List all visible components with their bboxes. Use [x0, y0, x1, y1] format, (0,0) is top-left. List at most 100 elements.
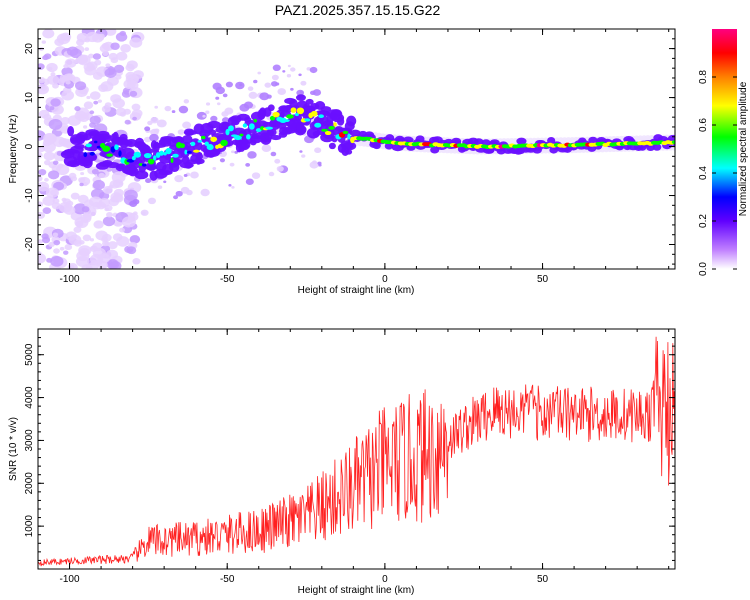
- spectrogram-noise-blob: [272, 64, 281, 72]
- spectrogram-ridge-core: [114, 144, 119, 151]
- spectrogram-noise-blob: [277, 88, 287, 95]
- spectrogram-ridge-core: [347, 133, 351, 140]
- spectrogram-ridge-blob: [336, 117, 345, 126]
- spectrogram-noise-blob: [50, 72, 56, 77]
- spectrogram-ridge-blob: [268, 128, 277, 137]
- spectrogram-noise-blob: [38, 239, 44, 244]
- colorbar-tick-label: 0.2: [698, 214, 709, 228]
- spectrogram-noise-blob: [66, 200, 74, 207]
- snr-y-tick-label: 2000: [24, 472, 35, 495]
- spectrogram-noise-blob: [126, 246, 137, 255]
- spectrogram-ridge-core: [310, 110, 318, 117]
- spectrogram-noise-blob: [70, 192, 80, 200]
- spectrogram-noise-blob: [104, 207, 110, 212]
- spectrogram-noise-blob: [114, 222, 119, 226]
- spectrogram-noise-blob: [131, 103, 141, 111]
- spectrogram-noise-blob: [94, 59, 102, 66]
- spectrogram-noise-blob: [222, 93, 228, 98]
- spectrogram-ridge-core: [242, 123, 248, 128]
- snr-x-axis-label: Height of straight line (km): [298, 585, 415, 596]
- spectrogram-ridge-blob: [102, 135, 112, 143]
- spectrogram-noise-blob: [42, 55, 49, 61]
- colorbar-gradient: [712, 29, 737, 269]
- spectrogram-noise-blob: [74, 216, 89, 229]
- spectrogram-ridge-core: [283, 119, 290, 123]
- spectrogram-noise-blob: [106, 167, 113, 172]
- spectrogram-noise-blob: [124, 189, 138, 201]
- spectrogram-ridge-core: [296, 107, 305, 115]
- spectrogram-noise-blob: [225, 81, 233, 88]
- spectrogram-noise-blob: [257, 71, 261, 75]
- spectrogram-ridge-core: [143, 153, 152, 159]
- spectrogram-noise-blob: [101, 105, 111, 113]
- spectrogram-y-tick-label: 0: [24, 143, 35, 149]
- spectrogram-noise-blob: [102, 216, 116, 227]
- spectrogram-noise-blob: [247, 86, 254, 91]
- spectrogram-ridge-core: [138, 163, 143, 166]
- spectrogram-noise-blob: [89, 110, 95, 115]
- spectrogram-noise-blob: [147, 197, 157, 205]
- spectrogram-ridge-blob: [305, 98, 314, 105]
- spectrogram-noise-blob: [79, 247, 90, 257]
- spectrogram-ridge-blob: [67, 125, 75, 137]
- spectrogram-ridge-core: [155, 152, 161, 158]
- spectrogram-noise-blob: [129, 90, 138, 97]
- spectrogram-noise-blob: [229, 162, 235, 167]
- spectrogram-y-tick-label: 10: [24, 92, 35, 104]
- spectrogram-ridge-core: [126, 158, 135, 163]
- spectrogram-noise-blob: [234, 150, 238, 154]
- spectrogram-noise-blob: [107, 76, 119, 86]
- spectrogram-ridge-blob: [588, 136, 598, 144]
- spectrogram-noise-blob: [314, 147, 322, 154]
- spectrogram-noise-blob: [79, 182, 84, 187]
- spectrogram-noise-blob: [90, 188, 105, 200]
- spectrogram-noise-blob: [64, 244, 73, 251]
- spectrogram-ridge-blob: [195, 158, 205, 165]
- spectrogram-ridge-core: [248, 123, 255, 130]
- spectrogram-ridge-core: [85, 143, 92, 148]
- spectrogram-noise-blob: [38, 181, 50, 192]
- spectrogram-noise-blob: [132, 211, 138, 216]
- spectrogram-ridge-core: [321, 128, 329, 132]
- spectrogram-noise-blob: [42, 29, 55, 39]
- spectrogram-ridge-core: [159, 150, 164, 156]
- spectrogram-noise-blob: [42, 195, 55, 206]
- spectrogram-noise-blob: [129, 200, 138, 207]
- spectrogram-ridge-core: [333, 122, 337, 127]
- spectrogram-noise-blob: [77, 54, 91, 66]
- spectrogram-noise-blob: [216, 102, 221, 106]
- spectrogram-noise-blob: [253, 79, 258, 84]
- spectrogram-ridge-core: [318, 114, 324, 118]
- spectrogram-noise-blob: [93, 100, 99, 105]
- spectrogram-noise-blob: [182, 121, 192, 129]
- spectrogram-noise-blob: [47, 75, 60, 85]
- spectrogram-noise-blob: [264, 82, 272, 88]
- spectrogram-ridge-core: [206, 144, 214, 151]
- spectrogram-x-axis-label: Height of straight line (km): [298, 285, 415, 296]
- spectrogram-noise-blob: [101, 236, 109, 243]
- spectrogram-y-tick-label: 20: [24, 43, 35, 55]
- spectrogram-noise-blob: [300, 80, 307, 86]
- spectrogram-noise-blob: [89, 91, 101, 100]
- spectrogram-ridge-blob: [489, 139, 500, 147]
- spectrogram-noise-blob: [61, 90, 75, 101]
- snr-panel: -100 -50 0 50 1000 2000 3000 4000 5000 Height of…: [8, 328, 676, 596]
- colorbar-tick-label: 0.4: [698, 166, 709, 180]
- spectrogram-ridge-blob: [134, 170, 149, 180]
- spectrogram-noise-blob: [69, 264, 75, 269]
- spectrogram-noise-blob: [115, 32, 128, 42]
- spectrogram-noise-blob: [200, 188, 210, 197]
- spectrogram-noise-blob: [271, 74, 279, 81]
- spectrogram-ridge-core: [671, 140, 675, 145]
- spectrogram-y-tick-label: -20: [24, 237, 35, 252]
- spectrogram-ridge-blob: [169, 163, 180, 173]
- spectrogram-ridge-core: [118, 150, 122, 157]
- spectrogram-noise-blob: [38, 168, 47, 176]
- spectrogram-noise-blob: [60, 117, 70, 125]
- spectrogram-noise-blob: [116, 51, 128, 61]
- spectrogram-noise-blob: [115, 107, 127, 117]
- spectrogram-noise-blob: [92, 179, 105, 190]
- spectrogram-noise-blob: [84, 47, 90, 51]
- spectrogram-noise-blob: [175, 190, 183, 197]
- spectrogram-noise-blob: [245, 178, 254, 185]
